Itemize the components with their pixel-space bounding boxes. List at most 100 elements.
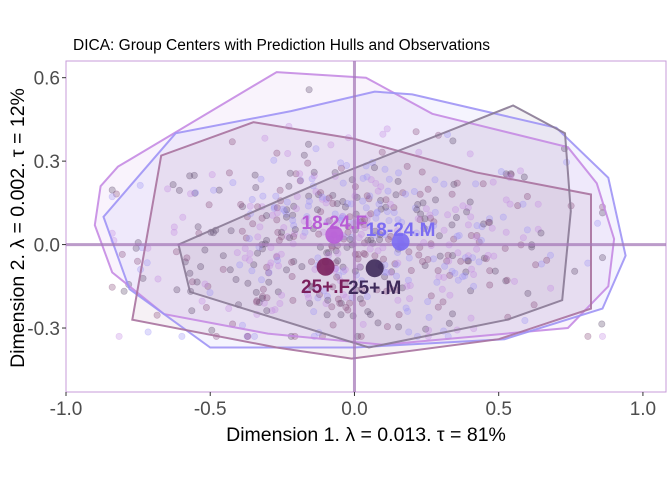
observation-point xyxy=(459,273,467,281)
observation-point xyxy=(273,209,281,217)
observation-point xyxy=(317,189,325,197)
observation-point xyxy=(339,212,347,220)
observation-point xyxy=(521,316,529,324)
observation-point xyxy=(291,226,299,234)
observation-point xyxy=(406,281,414,289)
observation-point xyxy=(286,169,294,177)
observation-point xyxy=(290,221,298,229)
observation-point xyxy=(337,299,345,307)
observation-point xyxy=(497,168,505,176)
observation-point xyxy=(334,295,342,303)
observation-point xyxy=(422,205,430,213)
observation-point xyxy=(445,257,453,265)
origin-lines xyxy=(66,61,666,392)
observation-point xyxy=(376,231,384,239)
observation-point xyxy=(170,223,178,231)
observation-point xyxy=(377,205,385,213)
observation-point xyxy=(485,215,493,223)
observation-point xyxy=(391,260,399,268)
observation-point xyxy=(305,192,313,200)
observation-point xyxy=(359,320,367,328)
observation-point xyxy=(249,220,257,228)
observation-point xyxy=(280,224,288,232)
observation-point xyxy=(385,175,393,183)
observation-point xyxy=(274,288,282,296)
observation-point xyxy=(426,214,434,222)
observation-point xyxy=(312,188,320,196)
group-center-25+.M xyxy=(365,259,384,278)
observation-point xyxy=(120,287,128,295)
observation-point xyxy=(395,311,403,319)
observation-point xyxy=(480,220,488,228)
observation-point xyxy=(254,249,262,257)
observation-point xyxy=(358,285,366,293)
observation-point xyxy=(339,263,347,271)
observation-point xyxy=(327,141,335,149)
observation-point xyxy=(467,265,475,273)
observation-point xyxy=(310,308,318,316)
observation-point xyxy=(263,263,271,271)
observation-point xyxy=(193,278,201,286)
observation-point xyxy=(361,224,369,232)
observation-point xyxy=(304,219,312,227)
observation-point xyxy=(108,283,116,291)
observation-point xyxy=(502,228,510,236)
observation-point xyxy=(473,222,481,230)
observation-point xyxy=(308,282,316,290)
observation-point xyxy=(486,267,494,275)
observation-point xyxy=(333,219,341,227)
observation-point xyxy=(430,222,438,230)
x-tick-label: 0.0 xyxy=(341,399,367,420)
observation-point xyxy=(290,202,298,210)
observation-point xyxy=(258,294,266,302)
observation-point xyxy=(374,247,382,255)
observation-point xyxy=(427,292,435,300)
observation-point xyxy=(246,256,254,264)
observation-point xyxy=(417,210,425,218)
observation-point xyxy=(169,181,177,189)
observation-point xyxy=(253,298,261,306)
observation-point xyxy=(429,255,437,263)
observation-point xyxy=(418,257,426,265)
observation-point xyxy=(172,248,180,256)
observation-point xyxy=(373,286,381,294)
observation-point xyxy=(506,200,514,208)
observation-point xyxy=(434,303,442,311)
observation-point xyxy=(201,280,209,288)
observation-point xyxy=(363,292,371,300)
observation-point xyxy=(383,323,391,331)
observation-point xyxy=(267,259,275,267)
observation-point xyxy=(325,251,333,259)
observation-point xyxy=(486,281,494,289)
observation-point xyxy=(356,295,364,303)
observation-point xyxy=(411,204,419,212)
observation-point xyxy=(426,211,434,219)
observation-point xyxy=(243,332,251,340)
observation-point xyxy=(377,197,385,205)
observation-point xyxy=(430,218,438,226)
observation-point xyxy=(440,226,448,234)
observation-point xyxy=(379,255,387,263)
observation-point xyxy=(363,216,371,224)
observation-point xyxy=(363,192,371,200)
observation-point xyxy=(484,251,492,259)
observation-point xyxy=(366,222,374,230)
observation-point xyxy=(263,294,271,302)
observation-point xyxy=(191,189,199,197)
observation-point xyxy=(466,198,474,206)
observation-point xyxy=(384,235,392,243)
observation-point xyxy=(143,259,151,267)
observation-point xyxy=(381,165,389,173)
observation-point xyxy=(446,271,454,279)
observation-point xyxy=(414,215,422,223)
observation-point xyxy=(467,287,475,295)
observation-point xyxy=(439,298,447,306)
observation-point xyxy=(378,228,386,236)
observation-point xyxy=(237,201,245,209)
observation-point xyxy=(448,221,456,229)
observation-point xyxy=(372,231,380,239)
observation-point xyxy=(289,211,297,219)
prediction-hulls-outline xyxy=(93,71,627,360)
observation-point xyxy=(239,203,247,211)
observation-point xyxy=(271,306,279,314)
